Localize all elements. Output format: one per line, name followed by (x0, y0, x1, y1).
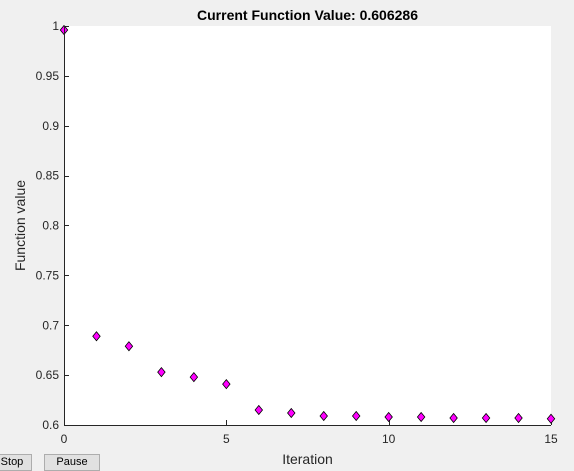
y-tick-label: 0.6 (42, 418, 59, 432)
data-point-marker (287, 407, 296, 419)
pause-button[interactable]: Pause (44, 454, 100, 471)
chart-title: Current Function Value: 0.606286 (197, 7, 418, 23)
data-point-marker (351, 410, 361, 422)
data-point-marker (222, 378, 231, 390)
x-tick-label: 0 (61, 432, 68, 446)
y-tick-label: 0.8 (42, 219, 59, 233)
y-tick-label: 0.65 (36, 368, 60, 382)
y-tick-label: 0.7 (42, 318, 59, 332)
y-axis-ticks: 0.6 0.65 0.7 0.75 0.8 0.85 0.9 0.95 1 (36, 19, 69, 432)
data-point-marker (416, 411, 426, 423)
data-point-marker (254, 404, 264, 416)
data-point-marker (546, 413, 556, 424)
data-point-marker (124, 341, 134, 352)
y-tick-label: 0.9 (42, 119, 59, 133)
stop-button[interactable]: Stop (0, 454, 32, 471)
y-tick-label: 0.85 (36, 169, 60, 183)
data-markers (59, 24, 556, 424)
data-point-marker (92, 331, 101, 342)
x-tick-label: 10 (382, 432, 396, 446)
plot-area (64, 26, 551, 425)
x-axis-ticks: 0 5 10 15 (61, 420, 558, 446)
data-point-marker (514, 412, 523, 424)
x-tick-label: 5 (223, 432, 230, 446)
data-point-marker (319, 410, 328, 422)
y-tick-label: 0.75 (36, 268, 60, 282)
data-point-marker (384, 411, 393, 423)
y-tick-label: 1 (52, 19, 59, 33)
y-tick-label: 0.95 (36, 69, 60, 83)
x-axis-label: Iteration (282, 451, 333, 467)
data-point-marker (481, 412, 491, 424)
y-axis-label: Function value (12, 180, 28, 271)
x-tick-label: 15 (544, 432, 558, 446)
data-point-marker (189, 371, 199, 383)
data-point-marker (157, 367, 166, 378)
data-point-marker (449, 412, 458, 424)
